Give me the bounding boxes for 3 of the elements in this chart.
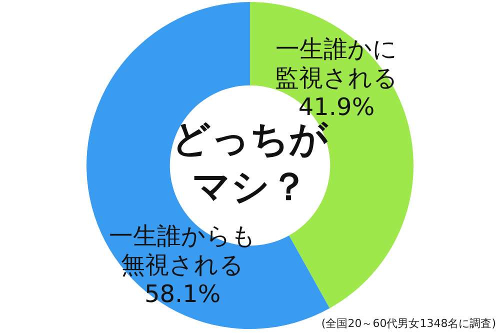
text: (全国20～60代男女1348名に調査) [321,316,496,331]
data-label: 58.1% [144,280,221,308]
text: どっちがマシ？ [172,116,329,208]
